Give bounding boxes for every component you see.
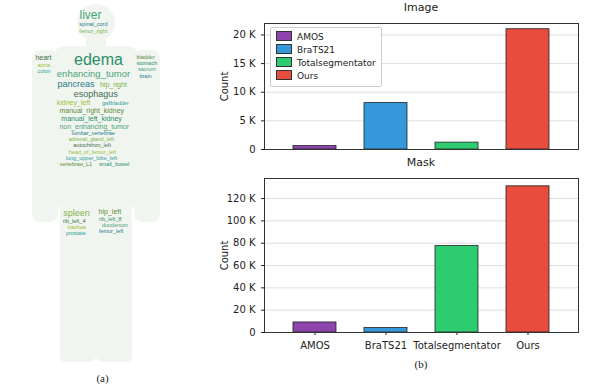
svg-text:20 K: 20 K — [233, 304, 256, 315]
svg-text:bladder: bladder — [136, 54, 155, 60]
svg-text:trachea: trachea — [67, 224, 86, 230]
svg-text:adrenal_gland_left: adrenal_gland_left — [69, 136, 115, 142]
svg-text:lung_upper_lobe_left: lung_upper_lobe_left — [66, 155, 118, 161]
svg-text:stomach: stomach — [136, 60, 157, 66]
svg-text:BraTS21: BraTS21 — [365, 340, 407, 351]
svg-text:60 K: 60 K — [233, 260, 256, 271]
svg-text:20 K: 20 K — [233, 29, 256, 40]
svg-text:spinal_cord: spinal_cord — [79, 21, 107, 27]
svg-text:esophagus: esophagus — [74, 89, 119, 99]
svg-text:5 K: 5 K — [239, 115, 256, 126]
svg-text:manual_right_kidney: manual_right_kidney — [59, 107, 124, 115]
svg-text:femur_right: femur_right — [79, 28, 107, 34]
svg-text:small_bowel: small_bowel — [99, 161, 129, 167]
svg-text:vertebrae_L1: vertebrae_L1 — [60, 161, 92, 167]
svg-text:Count: Count — [219, 241, 230, 271]
svg-text:gallbladder: gallbladder — [102, 100, 129, 106]
html-text:BraTS21: BraTS21 — [297, 45, 336, 55]
svg-text:AMOS: AMOS — [300, 340, 330, 351]
svg-text:rib_left_8: rib_left_8 — [99, 216, 122, 222]
svg-text:0: 0 — [249, 144, 255, 155]
svg-text:hip_right: hip_right — [100, 81, 127, 89]
html-text:Ours: Ours — [297, 71, 319, 81]
svg-text:Ours: Ours — [516, 340, 540, 351]
html-text:Mask: Mask — [406, 156, 436, 169]
svg-text:aorta: aorta — [37, 62, 50, 68]
svg-text:heart: heart — [35, 54, 51, 61]
html-text:(b): (b) — [414, 358, 428, 370]
svg-text:pancreas: pancreas — [57, 79, 95, 89]
svg-text:autochthon_left: autochthon_left — [73, 142, 111, 148]
svg-text:edema: edema — [74, 51, 123, 68]
svg-text:0: 0 — [249, 327, 255, 338]
svg-text:lumbar_vertebrae: lumbar_vertebrae — [72, 130, 115, 136]
svg-text:120 K: 120 K — [227, 193, 256, 204]
svg-text:100 K: 100 K — [227, 215, 256, 226]
svg-text:rib_left_4: rib_left_4 — [63, 218, 86, 224]
html-text:(a): (a) — [96, 372, 109, 384]
svg-text:colon: colon — [37, 68, 50, 74]
html-text:Image: Image — [403, 1, 439, 14]
html-text:Totalsegmentator: Totalsegmentator — [297, 58, 376, 68]
svg-text:brain: brain — [139, 73, 151, 79]
svg-text:prostate: prostate — [66, 230, 86, 236]
svg-text:hip_left: hip_left — [98, 208, 122, 216]
svg-text:10 K: 10 K — [233, 86, 256, 97]
svg-text:Totalsegmentator: Totalsegmentator — [412, 340, 501, 351]
svg-text:head_of_femur_left: head_of_femur_left — [69, 149, 117, 155]
svg-text:sacrum: sacrum — [138, 66, 156, 72]
svg-text:15 K: 15 K — [233, 58, 256, 69]
svg-text:40 K: 40 K — [233, 282, 256, 293]
svg-text:Count: Count — [219, 72, 230, 102]
svg-text:80 K: 80 K — [233, 237, 256, 248]
svg-text:manual_left_kidney: manual_left_kidney — [61, 115, 122, 123]
svg-text:spleen: spleen — [63, 208, 90, 218]
svg-text:duodenum: duodenum — [102, 222, 128, 228]
svg-text:non_enhancing_tumor: non_enhancing_tumor — [59, 122, 130, 130]
html-text:AMOS: AMOS — [297, 32, 324, 42]
svg-text:kidney_left: kidney_left — [57, 99, 91, 107]
svg-text:femur_left: femur_left — [99, 228, 124, 234]
svg-text:enhancing_tumor: enhancing_tumor — [57, 68, 130, 79]
svg-text:liver: liver — [80, 8, 102, 22]
